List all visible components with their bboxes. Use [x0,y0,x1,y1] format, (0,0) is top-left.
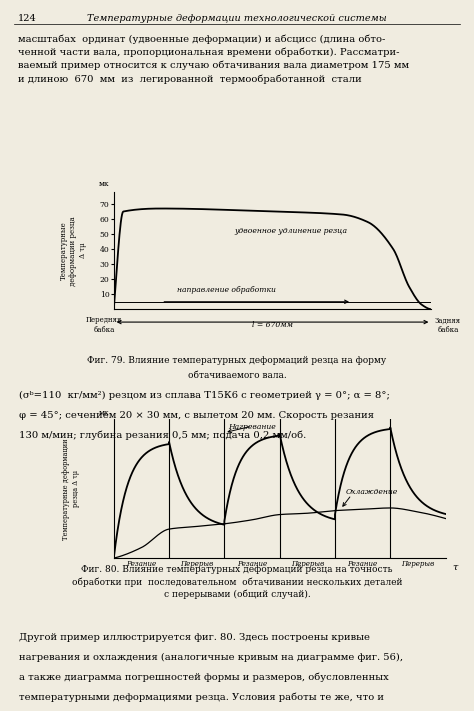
Text: φ = 45°; сечением 20 × 30 мм, с вылетом 20 мм. Скорость резания: φ = 45°; сечением 20 × 30 мм, с вылетом … [19,411,374,420]
Text: (σᵇ=110  кг/мм²) резцом из сплава Т15К6 с геометрией γ = 0°; α = 8°;: (σᵇ=110 кг/мм²) резцом из сплава Т15К6 с… [19,391,390,400]
Text: ваемый пример относится к случаю обтачивания вала диаметром 175 мм: ваемый пример относится к случаю обтачив… [18,61,409,70]
Text: l = 670мм: l = 670мм [252,321,293,329]
Text: Температурные
деформации резца
Δ τμ: Температурные деформации резца Δ τμ [60,215,87,286]
Text: и длиною  670  мм  из  легированной  термообработанной  стали: и длиною 670 мм из легированной термообр… [18,75,362,84]
Text: Нагревание: Нагревание [228,424,276,432]
Text: 130 м/мин; глубина резания 0,5 мм; подача 0,2 мм/об.: 130 м/мин; глубина резания 0,5 мм; подач… [19,431,306,440]
Text: ченной части вала, пропорциональная времени обработки). Рассматри-: ченной части вала, пропорциональная врем… [18,48,400,57]
Text: Другой пример иллюстрируется фиг. 80. Здесь построены кривые: Другой пример иллюстрируется фиг. 80. Зд… [19,633,370,642]
Text: Фиг. 80. Влияние температурных деформаций резца на точность
обработки при  после: Фиг. 80. Влияние температурных деформаци… [72,565,402,599]
Text: удвоенное удлинение резца: удвоенное удлинение резца [235,227,347,235]
Text: нагревания и охлаждения (аналогичные кривым на диаграмме фиг. 56),: нагревания и охлаждения (аналогичные кри… [19,653,403,662]
Text: мк: мк [99,181,109,188]
Text: направление обработки: направление обработки [177,286,276,294]
Text: Температурные деформации технологической системы: Температурные деформации технологической… [87,14,387,23]
Text: τ: τ [453,562,458,572]
Text: масштабах  ординат (удвоенные деформации) и абсцисс (длина обто-: масштабах ординат (удвоенные деформации)… [18,34,385,43]
Text: а также диаграмма погрешностей формы и размеров, обусловленных: а также диаграмма погрешностей формы и р… [19,673,389,682]
Text: Передняя
бабка: Передняя бабка [86,316,122,333]
Text: Температурные деформации
резца Δ τμ: Температурные деформации резца Δ τμ [63,438,80,540]
Text: температурными деформациями резца. Условия работы те же, что и: температурными деформациями резца. Услов… [19,693,384,702]
Text: Охлаждение: Охлаждение [346,488,398,496]
Text: 124: 124 [18,14,37,23]
Text: обтачиваемого вала.: обтачиваемого вала. [188,371,286,380]
Text: Задняя
бабка: Задняя бабка [435,316,461,333]
Text: мк: мк [99,409,109,417]
Text: Фиг. 79. Влияние температурных деформаций резца на форму: Фиг. 79. Влияние температурных деформаци… [87,356,387,365]
